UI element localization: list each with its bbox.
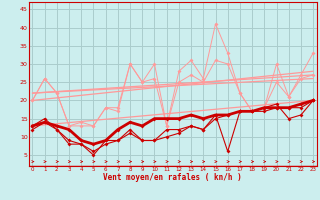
X-axis label: Vent moyen/en rafales ( kn/h ): Vent moyen/en rafales ( kn/h ) xyxy=(103,173,242,182)
